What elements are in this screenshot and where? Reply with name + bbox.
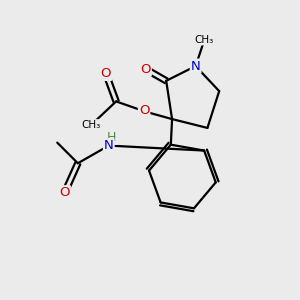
Text: O: O [139,104,149,117]
Text: CH₃: CH₃ [82,120,101,130]
Text: O: O [100,67,111,80]
Text: N: N [104,139,114,152]
Text: O: O [140,62,151,76]
Text: CH₃: CH₃ [195,34,214,45]
Text: H: H [107,131,116,144]
Text: O: O [59,186,70,199]
Text: N: N [191,60,200,73]
